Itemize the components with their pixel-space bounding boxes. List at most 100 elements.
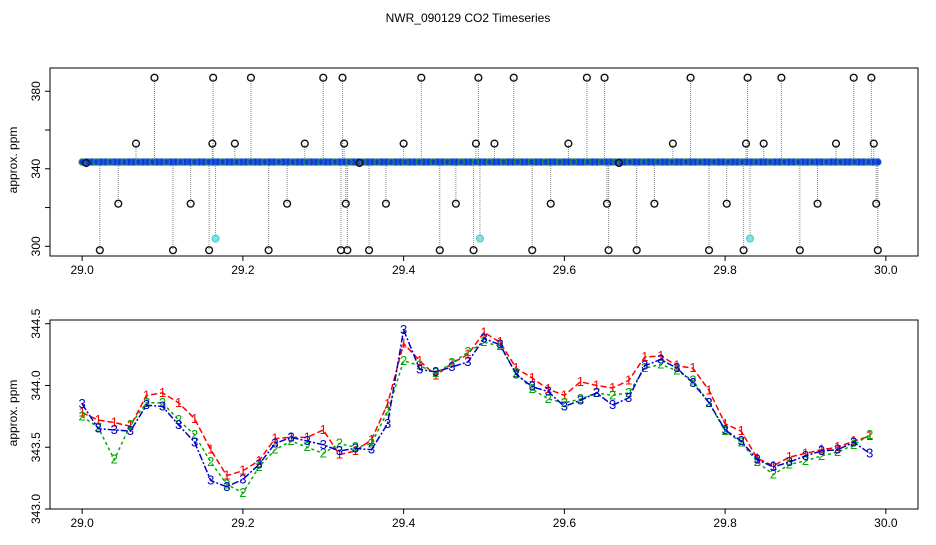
bottom-x-tick-label: 29.0 xyxy=(70,516,94,530)
top-data-point xyxy=(849,73,858,82)
bottom-series-1-point-label: 1 xyxy=(336,447,343,462)
top-baseline-point xyxy=(153,158,161,166)
bottom-series-2-point-label: 2 xyxy=(255,459,262,474)
top-baseline-point xyxy=(831,158,840,166)
top-data-point xyxy=(451,199,460,208)
bottom-series-1-point-label: 1 xyxy=(271,431,278,446)
bottom-series-1-point-label: 1 xyxy=(754,450,761,465)
top-baseline-point xyxy=(106,158,114,166)
bottom-series-3-point-label: 3 xyxy=(352,440,359,455)
bottom-series-3-point-label: 3 xyxy=(834,442,841,457)
top-x-tick-label: 29.4 xyxy=(392,263,416,277)
top-data-point xyxy=(399,139,408,148)
top-baseline-point xyxy=(270,158,278,166)
bottom-series-2-point-label: 2 xyxy=(416,358,423,373)
top-baseline-point xyxy=(78,158,86,166)
top-baseline-point xyxy=(579,158,587,166)
top-baseline-point xyxy=(256,158,264,166)
top-data-point xyxy=(209,73,218,82)
top-data-point xyxy=(490,139,499,148)
top-baseline-point xyxy=(97,158,105,166)
top-y-tick-label: 340 xyxy=(29,158,43,178)
bottom-x-tick-label: 30.0 xyxy=(874,516,898,530)
top-data-point xyxy=(600,73,609,82)
top-data-point xyxy=(300,139,309,148)
bottom-x-tick-label: 29.6 xyxy=(553,516,577,530)
bottom-series-1-point-label: 1 xyxy=(159,385,166,400)
bottom-series-3-point-label: 3 xyxy=(127,423,134,438)
bottom-series-2-point-label: 2 xyxy=(368,436,375,451)
top-data-point xyxy=(417,73,426,82)
top-baseline-point xyxy=(434,158,442,166)
top-data-point xyxy=(343,246,352,255)
top-data-point xyxy=(114,199,123,208)
top-plot-frame xyxy=(49,67,919,257)
top-baseline-point xyxy=(654,158,662,166)
bottom-series-3-point-label: 3 xyxy=(673,360,680,375)
bottom-series-2-point-label: 2 xyxy=(304,439,311,454)
top-baseline-point xyxy=(363,158,372,166)
top-baseline-point xyxy=(120,158,128,166)
top-baseline-point xyxy=(232,158,241,166)
top-baseline-point xyxy=(509,158,517,166)
bottom-series-1-point-label: 1 xyxy=(432,368,439,383)
bottom-series-1-point-label: 1 xyxy=(304,429,311,444)
bottom-y-axis-label: approx. ppm xyxy=(6,380,20,447)
top-baseline-point xyxy=(143,158,152,166)
bottom-series-3-point-label: 3 xyxy=(770,459,777,474)
top-baseline-point xyxy=(129,158,138,166)
top-baseline-point xyxy=(803,158,812,166)
bottom-series-2-point-label: 2 xyxy=(271,442,278,457)
bottom-plot-frame xyxy=(49,319,919,510)
top-baseline-point xyxy=(733,158,742,166)
bottom-series-3-point-label: 3 xyxy=(738,433,745,448)
top-baseline-point xyxy=(195,158,203,166)
top-baseline-point xyxy=(471,158,480,166)
bottom-series-1-point-label: 1 xyxy=(239,463,246,478)
top-data-point xyxy=(528,246,537,255)
top-data-point xyxy=(795,246,804,255)
top-baseline-point xyxy=(864,158,873,166)
top-data-point xyxy=(95,246,104,255)
top-baseline-point xyxy=(602,158,611,166)
top-baseline-point xyxy=(518,158,526,166)
top-baseline-point xyxy=(335,158,344,166)
bottom-series-3-point-label: 3 xyxy=(689,375,696,390)
bottom-series-3-point-label: 3 xyxy=(866,445,873,460)
top-baseline-point xyxy=(162,158,171,166)
top-baseline-point xyxy=(317,158,325,166)
bottom-series-2-point-label: 2 xyxy=(448,355,455,370)
top-baseline-point xyxy=(87,158,96,166)
top-baseline-point xyxy=(504,158,512,166)
top-baseline-point xyxy=(293,158,302,166)
top-baseline-point xyxy=(537,158,545,166)
top-baseline-point xyxy=(555,158,564,166)
top-baseline-point xyxy=(284,158,292,166)
top-baseline-point xyxy=(438,158,447,166)
bottom-series-2-point-label: 2 xyxy=(754,454,761,469)
bottom-series-3-point-label: 3 xyxy=(561,398,568,413)
bottom-series-2-point-label: 2 xyxy=(673,363,680,378)
top-baseline-point xyxy=(218,158,227,166)
top-data-point xyxy=(813,199,822,208)
bottom-series-3-point-label: 3 xyxy=(786,454,793,469)
top-baseline-point xyxy=(307,158,316,166)
bottom-series-2-point-label: 2 xyxy=(384,403,391,418)
top-baseline-point xyxy=(265,158,274,166)
top-data-point xyxy=(739,246,748,255)
bottom-series-3-point-label: 3 xyxy=(496,337,503,352)
top-baseline-point xyxy=(186,158,194,166)
top-baseline-point xyxy=(827,158,835,166)
top-baseline-point xyxy=(125,158,133,166)
top-baseline-point xyxy=(303,158,311,166)
bottom-series-1-point-label: 1 xyxy=(657,348,664,363)
bottom-series-2-point-label: 2 xyxy=(625,385,632,400)
top-plot-panel: approx. ppm 29.0 29.2 29.4 29.6 29.8 30.0 300 3… xyxy=(6,67,919,277)
bottom-series-1-point-label: 1 xyxy=(513,360,520,375)
bottom-series-3-point-label: 3 xyxy=(609,397,616,412)
bottom-series-2-point-label: 2 xyxy=(464,344,471,359)
bottom-series-1-point-label: 1 xyxy=(223,468,230,483)
bottom-series-1-point-label: 1 xyxy=(448,355,455,370)
top-baseline-point xyxy=(747,158,756,166)
